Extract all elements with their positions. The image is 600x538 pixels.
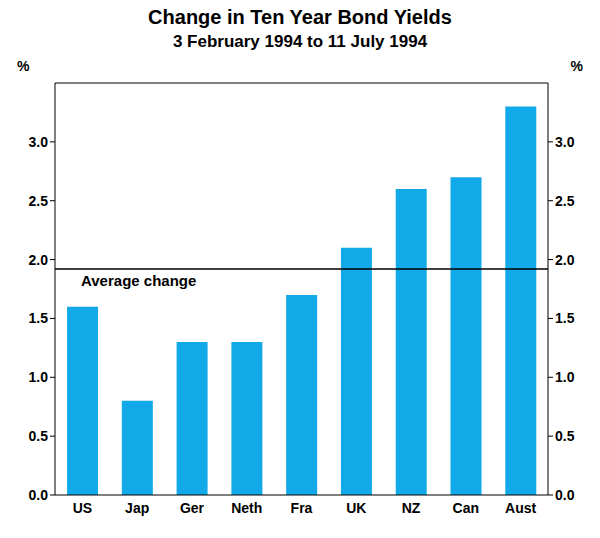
svg-text:2.0: 2.0 xyxy=(29,252,49,268)
svg-text:Neth: Neth xyxy=(231,500,262,516)
svg-text:Fra: Fra xyxy=(291,500,313,516)
html-text:Change in Ten Year Bond Yields: Change in Ten Year Bond Yields xyxy=(148,6,452,28)
html-text:3 February 1994 to 11 July 199: 3 February 1994 to 11 July 1994 xyxy=(172,32,428,51)
svg-text:0.5: 0.5 xyxy=(555,428,575,444)
svg-text:US: US xyxy=(73,500,92,516)
svg-text:0.5: 0.5 xyxy=(29,428,49,444)
svg-text:1.0: 1.0 xyxy=(555,369,575,385)
svg-text:1.0: 1.0 xyxy=(29,369,49,385)
svg-text:0.0: 0.0 xyxy=(29,487,49,503)
svg-text:1.5: 1.5 xyxy=(29,310,49,326)
svg-text:2.5: 2.5 xyxy=(29,193,49,209)
svg-text:Can: Can xyxy=(453,500,479,516)
svg-text:0.0: 0.0 xyxy=(555,487,575,503)
svg-text:3.0: 3.0 xyxy=(29,134,49,150)
svg-text:Jap: Jap xyxy=(125,500,149,516)
svg-text:2.0: 2.0 xyxy=(555,252,575,268)
svg-text:1.5: 1.5 xyxy=(555,310,575,326)
svg-text:UK: UK xyxy=(346,500,366,516)
svg-text:Average change: Average change xyxy=(81,272,196,289)
svg-text:%: % xyxy=(17,58,30,74)
svg-text:Aust: Aust xyxy=(505,500,536,516)
svg-text:3.0: 3.0 xyxy=(555,134,575,150)
svg-text:NZ: NZ xyxy=(402,500,421,516)
svg-text:Ger: Ger xyxy=(180,500,205,516)
svg-text:2.5: 2.5 xyxy=(555,193,575,209)
svg-text:%: % xyxy=(571,58,584,74)
